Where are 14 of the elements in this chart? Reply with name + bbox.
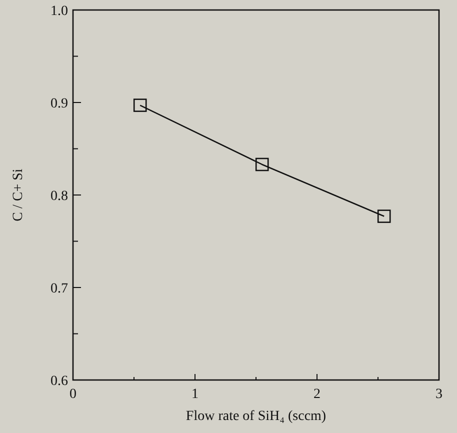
point — [377, 210, 391, 223]
x-axis-title: Flow rate of SiH₄ (sccm) — [186, 409, 326, 424]
y-tick-label: 0.7 — [50, 282, 68, 296]
y-axis-title: C / C+ Si — [11, 168, 26, 222]
x-tick-label: 1 — [192, 387, 198, 402]
x-tick-label: 0 — [70, 387, 76, 402]
text: 1.0 — [50, 4, 68, 19]
x-tick-label: 2 — [314, 387, 320, 402]
text: 0.6 — [50, 374, 68, 389]
point — [255, 158, 269, 172]
point — [133, 98, 147, 112]
x-tick-label: 3 — [436, 387, 442, 402]
y-tick-label: 0.9 — [50, 96, 68, 112]
y-tick-label: 0.8 — [50, 189, 68, 204]
